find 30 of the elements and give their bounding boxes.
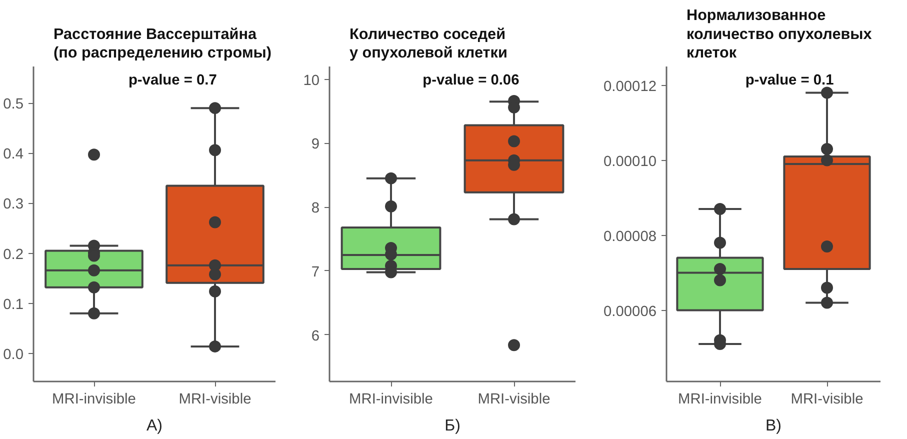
chart-title: Расстояние Вассерштайна (по распределению стромы) [54, 26, 272, 62]
x-tick-label: MRI-invisible [349, 392, 433, 408]
y-tick-label: 6 [311, 328, 320, 344]
annotation: p-value = 0.06 [422, 72, 520, 88]
y-tick-label: 0.00012 [604, 78, 657, 95]
x-tick-label: MRI-invisible [52, 392, 136, 408]
y-tick-label: 0.2 [3, 246, 24, 263]
y-tick-label: 10 [303, 72, 320, 89]
text: А) [146, 418, 162, 434]
y-tick-label: 9 [311, 136, 320, 153]
text: Б) [444, 418, 460, 434]
y-tick-label: 0.00006 [604, 304, 657, 320]
y-tick-label: 0.3 [3, 196, 24, 213]
y-tick-label: 8 [311, 200, 320, 217]
chart-title: Количество соседей у опухолевой клетки [350, 26, 508, 62]
y-tick-label: 0.4 [3, 146, 24, 163]
y-tick-label: 0.0 [3, 346, 24, 363]
x-tick-label: MRI-visible [178, 392, 252, 408]
annotation: p-value = 0.1 [745, 72, 834, 88]
text: В) [766, 418, 782, 434]
y-tick-label: 0.00010 [604, 154, 657, 170]
x-tick-label: MRI-invisible [678, 392, 762, 408]
y-tick-label: 0.1 [3, 296, 24, 313]
x-tick-label: MRI-visible [478, 392, 550, 408]
y-tick-label: 0.5 [3, 96, 24, 113]
y-tick-label: 7 [311, 264, 320, 280]
chart-title: Нормализованное количество опухолевых клеток [686, 7, 872, 62]
x-tick-label: MRI-visible [790, 392, 864, 408]
y-tick-label: 0.00008 [604, 228, 657, 245]
annotation: p-value = 0.7 [128, 72, 217, 88]
